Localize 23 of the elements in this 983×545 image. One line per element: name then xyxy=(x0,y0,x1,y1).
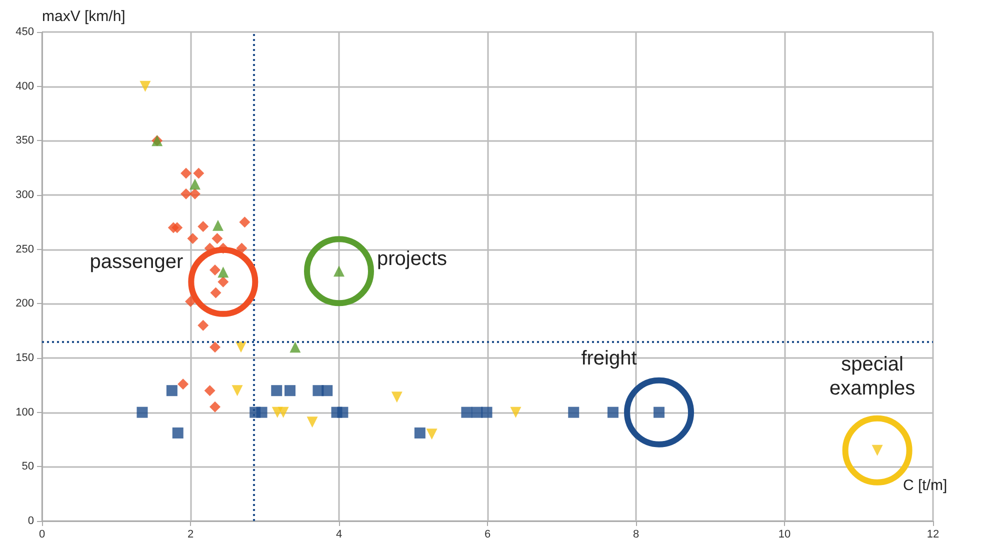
x-tick-label: 8 xyxy=(632,528,640,540)
y-tick-label: 300 xyxy=(16,189,34,201)
annotation: special examples xyxy=(830,353,916,400)
annotation: passenger xyxy=(90,250,184,273)
x-tick-label: 0 xyxy=(38,528,46,540)
y-tick-label: 0 xyxy=(28,515,34,527)
y-tick-label: 150 xyxy=(16,352,34,364)
annotation: freight xyxy=(581,347,638,370)
y-axis-title: maxV [km/h] xyxy=(42,8,126,25)
annotation: projects xyxy=(377,248,448,270)
x-tick-label: 2 xyxy=(187,528,194,540)
y-tick-label: 350 xyxy=(16,134,34,147)
x-tick-label: 4 xyxy=(336,528,342,540)
x-axis-title: C [t/m] xyxy=(903,477,948,494)
y-tick-label: 100 xyxy=(16,406,34,418)
y-tick-label: 50 xyxy=(22,460,34,473)
x-tick-label: 10 xyxy=(778,528,791,540)
y-tick-label: 400 xyxy=(16,80,34,92)
y-tick-label: 200 xyxy=(16,298,34,310)
x-tick-label: 6 xyxy=(484,528,491,540)
y-tick-label: 450 xyxy=(16,26,34,38)
y-tick-label: 250 xyxy=(16,243,34,256)
x-tick-label: 12 xyxy=(926,528,940,540)
